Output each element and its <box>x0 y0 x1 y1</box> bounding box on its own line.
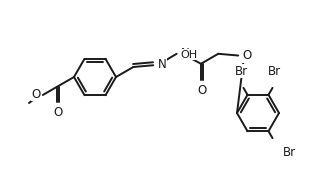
Text: O: O <box>32 88 41 100</box>
Text: O: O <box>53 106 63 119</box>
Text: O: O <box>197 84 207 97</box>
Text: O: O <box>242 49 251 62</box>
Text: N: N <box>158 58 167 71</box>
Text: N: N <box>181 47 190 60</box>
Text: Br: Br <box>235 65 248 78</box>
Text: Br: Br <box>282 146 296 159</box>
Text: Br: Br <box>268 65 281 78</box>
Text: OH: OH <box>181 50 198 60</box>
